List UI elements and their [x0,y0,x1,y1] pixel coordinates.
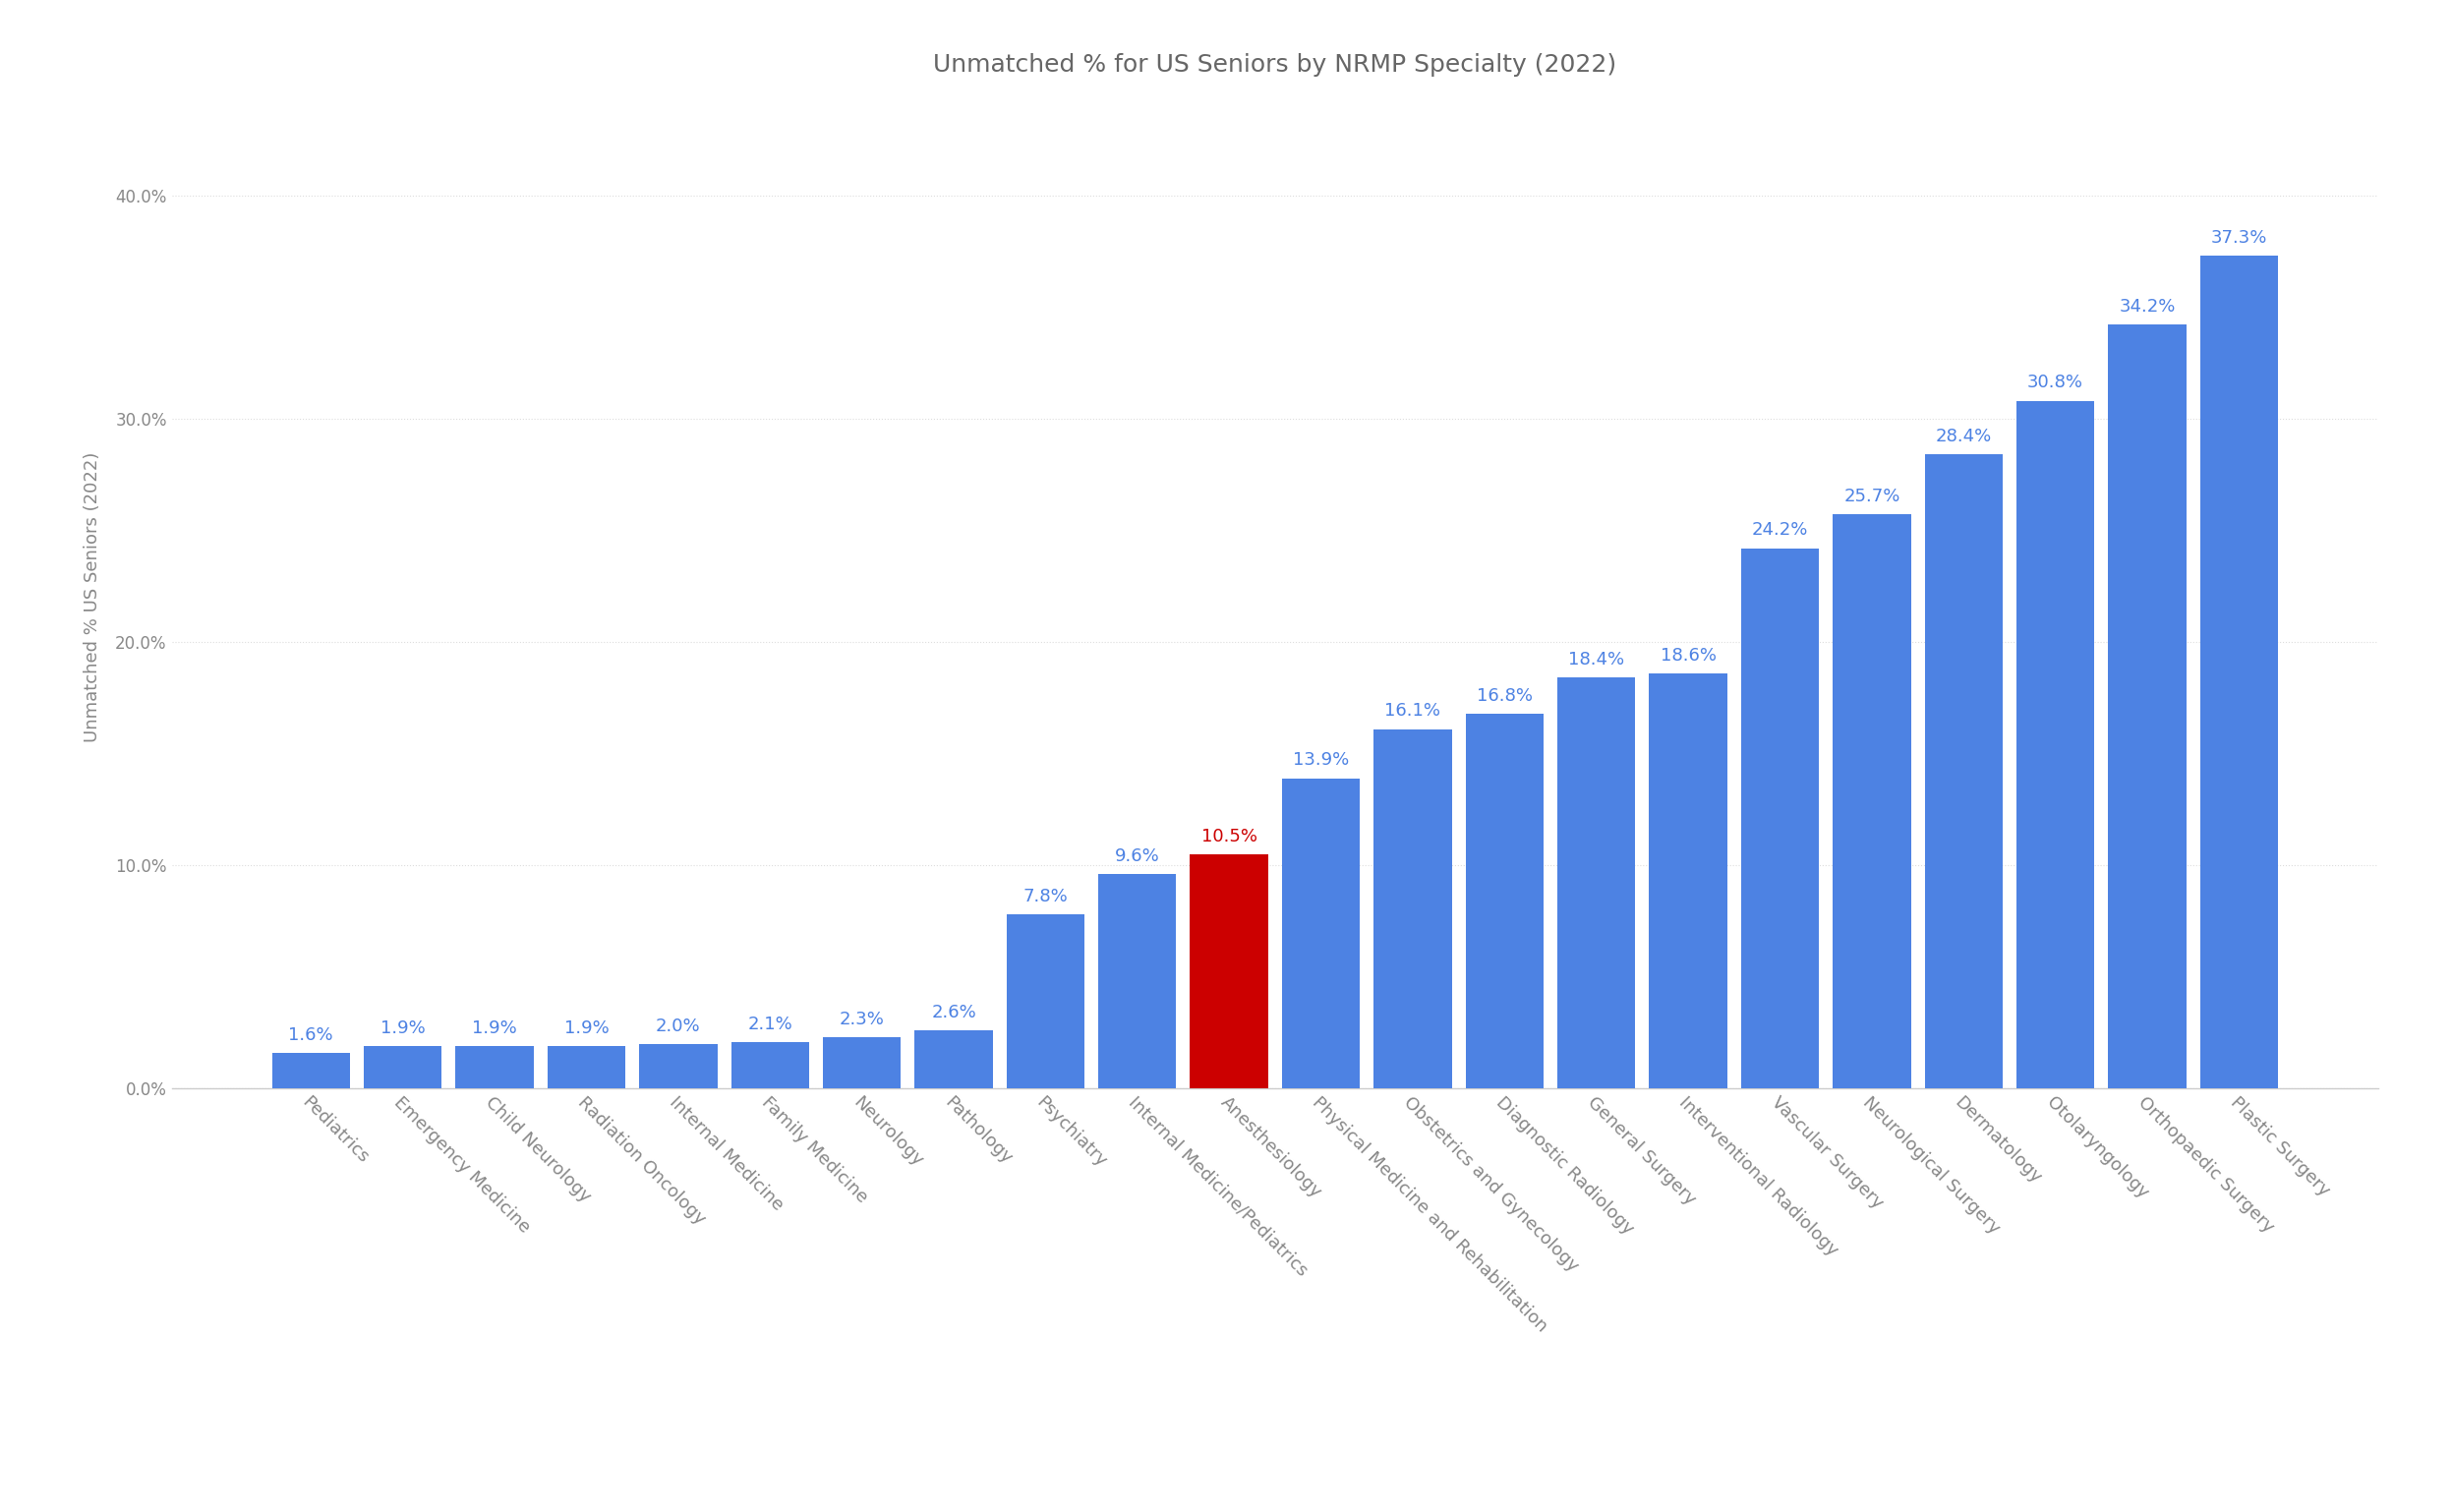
Text: 2.6%: 2.6% [932,1004,976,1022]
Bar [547,1046,625,1089]
Y-axis label: Unmatched % US Seniors (2022): Unmatched % US Seniors (2022) [83,452,101,742]
Text: 24.2%: 24.2% [1751,522,1807,540]
Bar [731,1042,809,1089]
Text: 9.6%: 9.6% [1116,848,1160,865]
Bar [1650,673,1726,1089]
Text: 2.3%: 2.3% [839,1010,885,1028]
Bar [1466,714,1545,1089]
Text: 28.4%: 28.4% [1935,428,1991,446]
Bar [1189,854,1268,1089]
Text: 34.2%: 34.2% [2119,298,2175,316]
Text: 25.7%: 25.7% [1844,488,1900,505]
Bar [1557,677,1635,1089]
Text: 1.9%: 1.9% [380,1019,424,1037]
Text: 13.9%: 13.9% [1292,751,1349,770]
Bar [456,1046,535,1089]
Text: 10.5%: 10.5% [1201,827,1258,845]
Bar [1741,547,1819,1089]
Bar [2109,325,2187,1089]
Title: Unmatched % for US Seniors by NRMP Specialty (2022): Unmatched % for US Seniors by NRMP Speci… [934,53,1616,77]
Text: 16.8%: 16.8% [1476,686,1532,705]
Text: 1.9%: 1.9% [564,1019,608,1037]
Bar [915,1031,993,1089]
Bar [1925,454,2003,1089]
Text: 16.1%: 16.1% [1385,703,1442,720]
Bar [1098,874,1177,1089]
Text: 18.6%: 18.6% [1660,647,1716,664]
Text: 2.0%: 2.0% [655,1018,701,1036]
Text: 37.3%: 37.3% [2212,228,2268,246]
Text: 1.9%: 1.9% [473,1019,517,1037]
Bar [1005,915,1084,1089]
Bar [2016,401,2094,1089]
Text: 30.8%: 30.8% [2028,373,2084,392]
Text: 18.4%: 18.4% [1569,652,1626,668]
Bar [640,1043,718,1089]
Bar [1832,514,1910,1089]
Text: 2.1%: 2.1% [748,1015,792,1033]
Bar [363,1046,441,1089]
Bar [2199,256,2278,1089]
Bar [1373,729,1452,1089]
Text: 7.8%: 7.8% [1022,888,1069,906]
Bar [824,1037,900,1089]
Bar [1282,779,1361,1089]
Bar [272,1052,351,1089]
Text: 1.6%: 1.6% [289,1027,333,1043]
